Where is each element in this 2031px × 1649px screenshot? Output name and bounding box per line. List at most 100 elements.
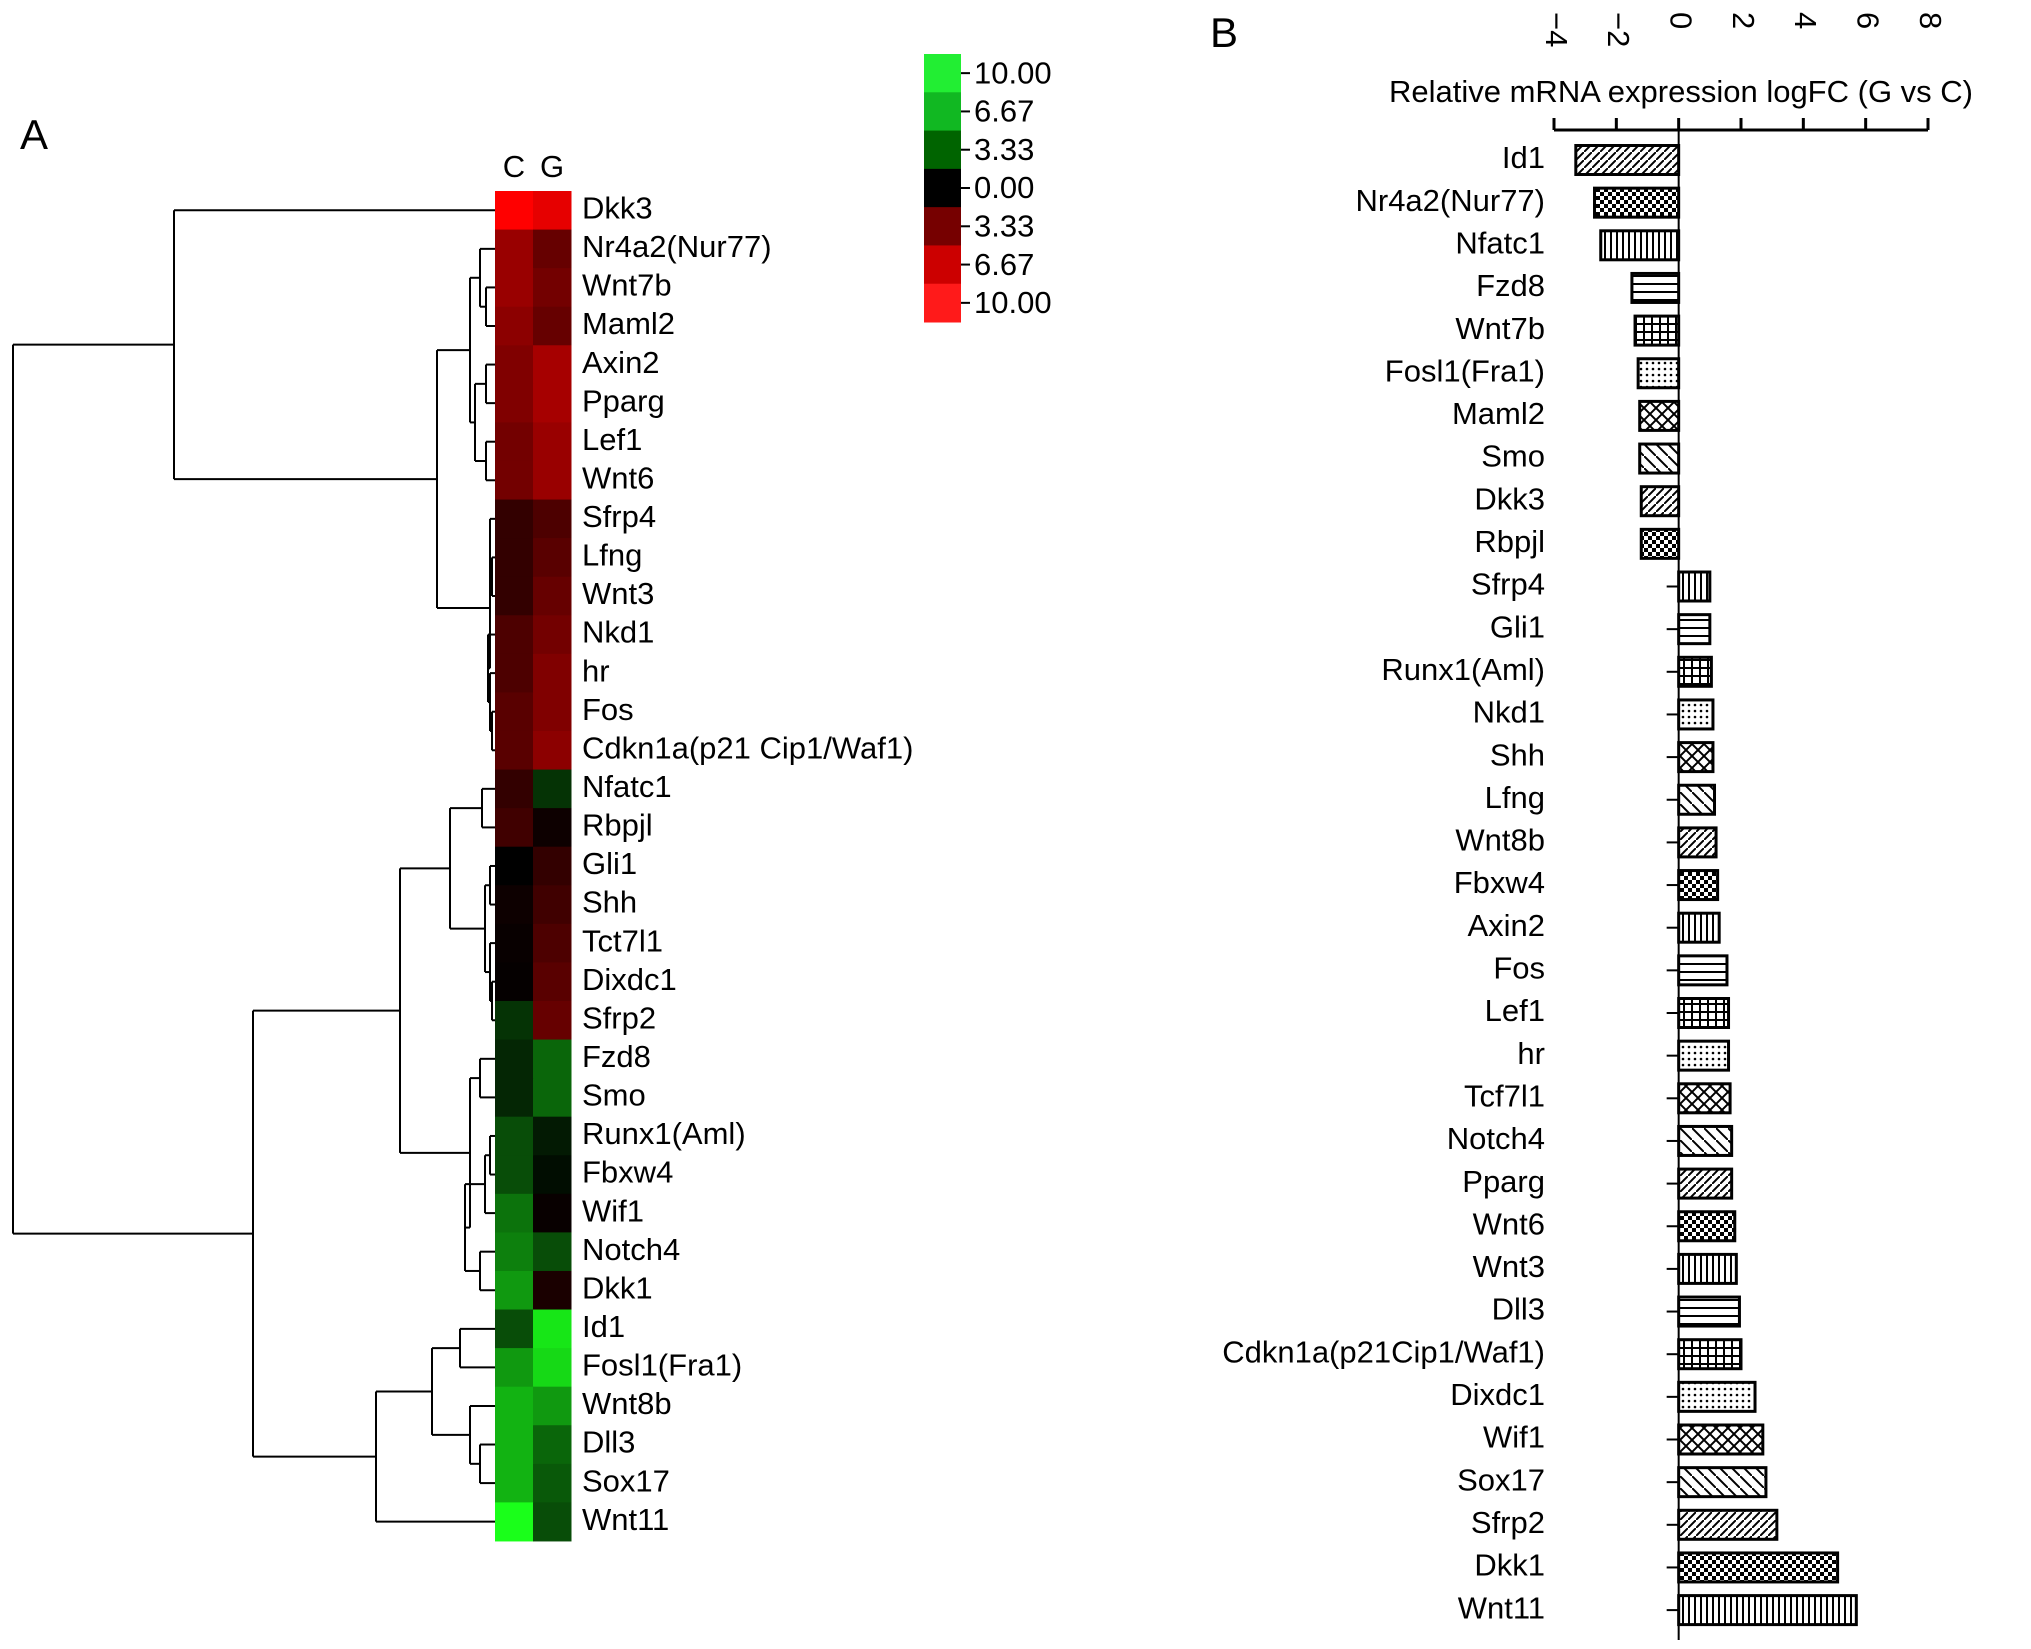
heatmap-cell	[533, 1502, 572, 1542]
category-label: Lfng	[1485, 780, 1545, 815]
category-label: Wif1	[1483, 1420, 1545, 1455]
category-label: Wnt6	[1473, 1206, 1545, 1241]
heatmap-cell	[533, 191, 572, 231]
heatmap-cell	[533, 808, 572, 848]
heatmap-cell	[533, 383, 572, 423]
heatmap-cell	[533, 846, 572, 886]
category-label: Wnt3	[1473, 1249, 1545, 1284]
row-label: Wnt3	[582, 576, 654, 611]
bar	[1677, 783, 1717, 816]
heatmap-cell	[533, 499, 572, 539]
heatmap-cell	[533, 885, 572, 925]
bar	[1677, 1252, 1738, 1285]
heatmap-cell	[533, 769, 572, 809]
x-tick-label: 6	[1850, 12, 1885, 29]
heatmap-cell	[495, 808, 534, 848]
row-label: Shh	[582, 885, 637, 920]
colorbar-label: 3.33	[974, 132, 1034, 167]
category-label: Dkk1	[1474, 1548, 1545, 1583]
row-label: Fzd8	[582, 1039, 651, 1074]
bar	[1677, 954, 1729, 987]
heatmap-cell	[495, 576, 534, 616]
category-label: Smo	[1481, 439, 1545, 474]
row-label: Cdkn1a(p21 Cip1/Waf1)	[582, 730, 913, 765]
panel-label: A	[20, 111, 48, 158]
heatmap-cell	[495, 383, 534, 423]
heatmap-cell	[533, 345, 572, 385]
bar	[1599, 229, 1681, 262]
row-label: Nkd1	[582, 615, 654, 650]
bar	[1574, 144, 1681, 176]
heatmap-cell	[495, 692, 534, 732]
heatmap-cell	[533, 1193, 572, 1233]
category-label: Fzd8	[1476, 268, 1545, 303]
category-label: Sox17	[1457, 1462, 1545, 1497]
category-label: Sfrp4	[1471, 567, 1545, 602]
category-label: Runx1(Aml)	[1381, 652, 1545, 687]
heatmap-cell	[495, 1348, 534, 1388]
colorbar-swatch	[924, 92, 961, 132]
heatmap-cell	[533, 1386, 572, 1426]
bar	[1677, 1210, 1737, 1243]
heatmap-cell	[533, 653, 572, 693]
x-tick-label: 4	[1788, 12, 1823, 29]
category-label: Rbpjl	[1474, 524, 1545, 559]
heatmap-cell	[533, 1270, 572, 1311]
bar	[1677, 1594, 1858, 1627]
heatmap-cell	[495, 499, 534, 539]
category-label: Dixdc1	[1450, 1377, 1545, 1412]
row-label: Notch4	[582, 1232, 680, 1267]
colorbar-swatch	[924, 207, 961, 246]
heatmap-cell	[533, 1039, 572, 1079]
bar	[1677, 570, 1712, 603]
heatmap-cell	[533, 306, 572, 346]
row-label: Fos	[582, 692, 634, 727]
heatmap-cell	[495, 1502, 534, 1542]
row-label: Maml2	[582, 306, 675, 341]
heatmap-cell	[495, 962, 534, 1002]
heatmap-cell	[533, 1463, 572, 1503]
category-label: Fosl1(Fra1)	[1385, 353, 1545, 388]
heatmap-cell	[495, 268, 534, 308]
bar	[1639, 527, 1681, 560]
category-label: Dkk3	[1474, 481, 1545, 516]
row-label: Dkk1	[582, 1270, 653, 1305]
heatmap-cell	[533, 1116, 572, 1156]
colorbar-label: 10.00	[974, 285, 1052, 320]
row-label: Wnt11	[582, 1502, 669, 1537]
row-label: Tct7l1	[582, 923, 663, 958]
row-label: Dixdc1	[582, 962, 677, 997]
bar	[1636, 357, 1681, 390]
heatmap-cell	[495, 191, 534, 231]
bar	[1633, 314, 1681, 347]
heatmap-cell	[495, 1309, 534, 1349]
bar	[1638, 399, 1681, 432]
colorbar-swatch	[924, 245, 961, 285]
bar	[1677, 911, 1721, 944]
x-tick-label: 0	[1663, 12, 1698, 29]
bar	[1677, 1295, 1741, 1328]
bar	[1677, 1380, 1757, 1413]
row-label: Gli1	[582, 846, 637, 881]
heatmap-cell	[533, 1155, 572, 1195]
heatmap-cell	[495, 538, 534, 578]
colorbar-label: 10.00	[974, 55, 1052, 90]
row-label: Sox17	[582, 1463, 670, 1498]
bar	[1677, 741, 1715, 774]
category-label: Sfrp2	[1471, 1505, 1545, 1540]
category-label: Nfatc1	[1455, 225, 1545, 260]
bar	[1677, 1508, 1779, 1541]
heatmap-cell	[495, 1000, 534, 1041]
category-label: Nkd1	[1473, 695, 1545, 730]
heatmap-cell	[495, 460, 534, 501]
row-label: Sfrp2	[582, 1000, 656, 1035]
row-label: Id1	[582, 1309, 625, 1344]
category-label: Notch4	[1447, 1121, 1545, 1156]
heatmap-cell	[495, 1232, 534, 1272]
category-label: Wnt8b	[1455, 823, 1545, 858]
heatmap-cell	[495, 1463, 534, 1503]
category-label: Shh	[1490, 737, 1545, 772]
heatmap-cell	[495, 923, 534, 963]
colorbar-swatch	[924, 168, 961, 208]
column-label: G	[540, 149, 564, 184]
